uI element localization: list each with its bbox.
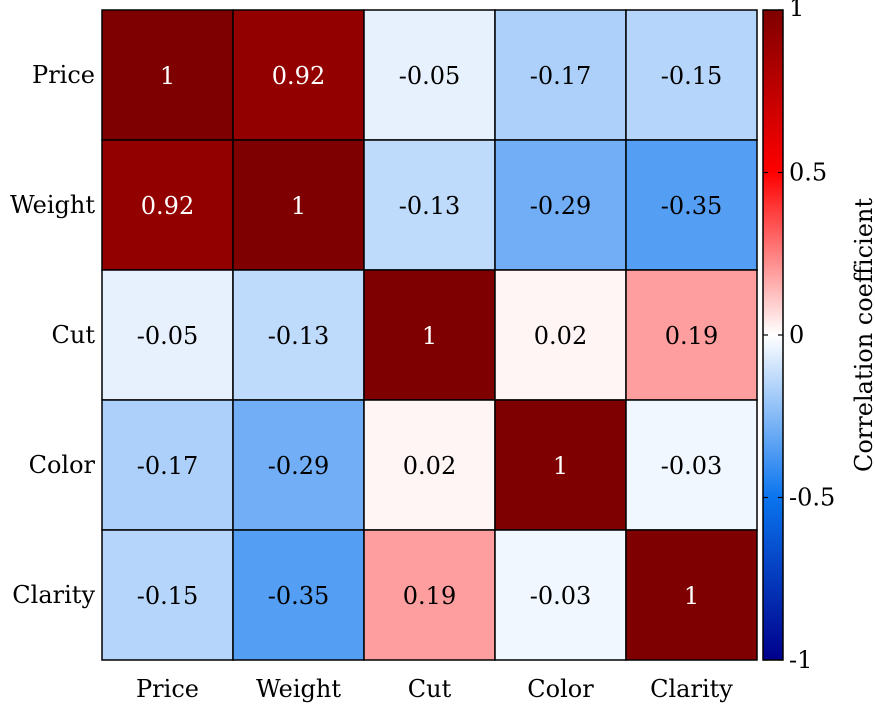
heatmap-cell bbox=[363, 9, 496, 141]
colorbar-tick-label: 1 bbox=[789, 0, 804, 22]
heatmap-cell bbox=[101, 139, 234, 271]
column-labels: Price Weight Cut Color Clarity bbox=[136, 675, 733, 703]
row-label: Color bbox=[29, 451, 96, 479]
column-label: Color bbox=[527, 675, 594, 703]
cell-value-label: -0.29 bbox=[530, 192, 592, 220]
column-label: Price bbox=[136, 675, 199, 703]
heatmap-cell bbox=[101, 399, 234, 531]
row-label: Price bbox=[32, 61, 95, 89]
heatmap-cell bbox=[232, 9, 365, 141]
heatmap-cell bbox=[232, 399, 365, 531]
heatmap-cell bbox=[625, 9, 758, 141]
column-label: Cut bbox=[408, 675, 452, 703]
cell-value-label: -0.03 bbox=[661, 452, 723, 480]
row-labels: Price Weight Cut Color Clarity bbox=[10, 61, 96, 609]
heatmap-cell bbox=[232, 529, 365, 661]
colorbar-tick-label: -0.5 bbox=[789, 484, 835, 512]
colorbar-tick-label: 0.5 bbox=[789, 159, 827, 187]
heatmap-cell bbox=[494, 9, 627, 141]
row-label: Cut bbox=[52, 321, 96, 349]
cell-value-label: -0.29 bbox=[268, 452, 330, 480]
cell-value-label: -0.35 bbox=[268, 582, 330, 610]
column-label: Weight bbox=[256, 675, 341, 703]
cell-value-label: 1 bbox=[422, 322, 437, 350]
colorbar-label: Correlation coefficient bbox=[850, 198, 875, 472]
cell-value-label: 1 bbox=[684, 582, 699, 610]
heatmap-cell bbox=[363, 269, 496, 401]
colorbar-tick-label: 0 bbox=[789, 321, 804, 349]
cell-value-label: -0.15 bbox=[137, 582, 199, 610]
cell-value-label: 0.02 bbox=[534, 322, 587, 350]
heatmap-cell bbox=[625, 269, 758, 401]
heatmap-cell bbox=[625, 399, 758, 531]
cell-value-label: -0.13 bbox=[268, 322, 330, 350]
cell-value-label: 1 bbox=[553, 452, 568, 480]
heatmap-cell bbox=[101, 9, 234, 141]
heatmap-cell bbox=[363, 529, 496, 661]
cell-value-label: -0.35 bbox=[661, 192, 723, 220]
cell-value-label: 1 bbox=[160, 62, 175, 90]
cell-value-label: -0.17 bbox=[530, 62, 592, 90]
heatmap-cell bbox=[625, 529, 758, 661]
cell-value-label: 0.92 bbox=[272, 62, 325, 90]
colorbar-tick-label: -1 bbox=[789, 646, 812, 674]
cell-value-label: -0.05 bbox=[137, 322, 199, 350]
heatmap-cell bbox=[494, 269, 627, 401]
cell-value-label: -0.15 bbox=[661, 62, 723, 90]
colorbar: 1 0.5 0 -0.5 -1 bbox=[762, 0, 835, 674]
cell-value-label: 0.92 bbox=[141, 192, 194, 220]
heatmap-cell bbox=[494, 399, 627, 531]
row-label: Clarity bbox=[12, 581, 95, 609]
column-label: Clarity bbox=[650, 675, 733, 703]
heatmap-cell bbox=[101, 529, 234, 661]
heatmap-cell bbox=[363, 139, 496, 271]
cell-value-label: -0.03 bbox=[530, 582, 592, 610]
cell-value-label: 1 bbox=[291, 192, 306, 220]
cell-value-label: 0.19 bbox=[665, 322, 718, 350]
cell-value-label: -0.13 bbox=[399, 192, 461, 220]
cell-value-label: -0.05 bbox=[399, 62, 461, 90]
heatmap-cells: 1 0.92 -0.05 -0.17 -0.15 0.92 1 -0.13 -0.29 -0.35… bbox=[101, 9, 758, 661]
heatmap-cell bbox=[625, 139, 758, 271]
heatmap-cell bbox=[363, 399, 496, 531]
cell-value-label: -0.17 bbox=[137, 452, 199, 480]
cell-value-label: 0.02 bbox=[403, 452, 456, 480]
row-label: Weight bbox=[10, 191, 95, 219]
cell-value-label: 0.19 bbox=[403, 582, 456, 610]
heatmap-cell bbox=[232, 269, 365, 401]
